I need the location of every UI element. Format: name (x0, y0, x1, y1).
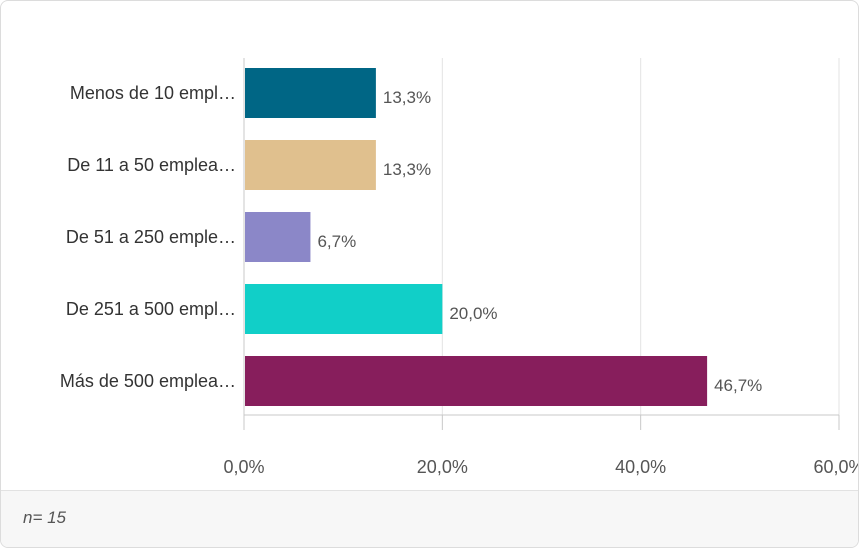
value-label: 13,3% (383, 88, 431, 107)
value-label: 46,7% (714, 376, 762, 395)
x-tick-label: 0,0% (223, 457, 264, 477)
bar (245, 140, 376, 190)
value-label: 13,3% (383, 160, 431, 179)
category-label: De 251 a 500 empl… (66, 299, 236, 319)
x-tick-label: 40,0% (615, 457, 666, 477)
bar (245, 284, 443, 334)
x-tick-label: 60,0% (813, 457, 858, 477)
bar (245, 356, 708, 406)
x-tick-label: 20,0% (417, 457, 468, 477)
value-label: 20,0% (449, 304, 497, 323)
sample-size-label: n= 15 (23, 508, 67, 527)
category-label: Más de 500 emplea… (60, 371, 236, 391)
category-label: Menos de 10 empl… (70, 83, 236, 103)
category-label: De 51 a 250 emple… (66, 227, 236, 247)
bar-chart: 0,0% 20,0% 40,0% 60,0% Menos de 10 empl… 13,3… (60, 58, 858, 477)
value-label: 6,7% (317, 232, 356, 251)
bar (245, 212, 311, 262)
bar (245, 68, 376, 118)
chart-footer: n= 15 (1, 490, 858, 547)
category-label: De 11 a 50 emplea… (67, 155, 236, 175)
